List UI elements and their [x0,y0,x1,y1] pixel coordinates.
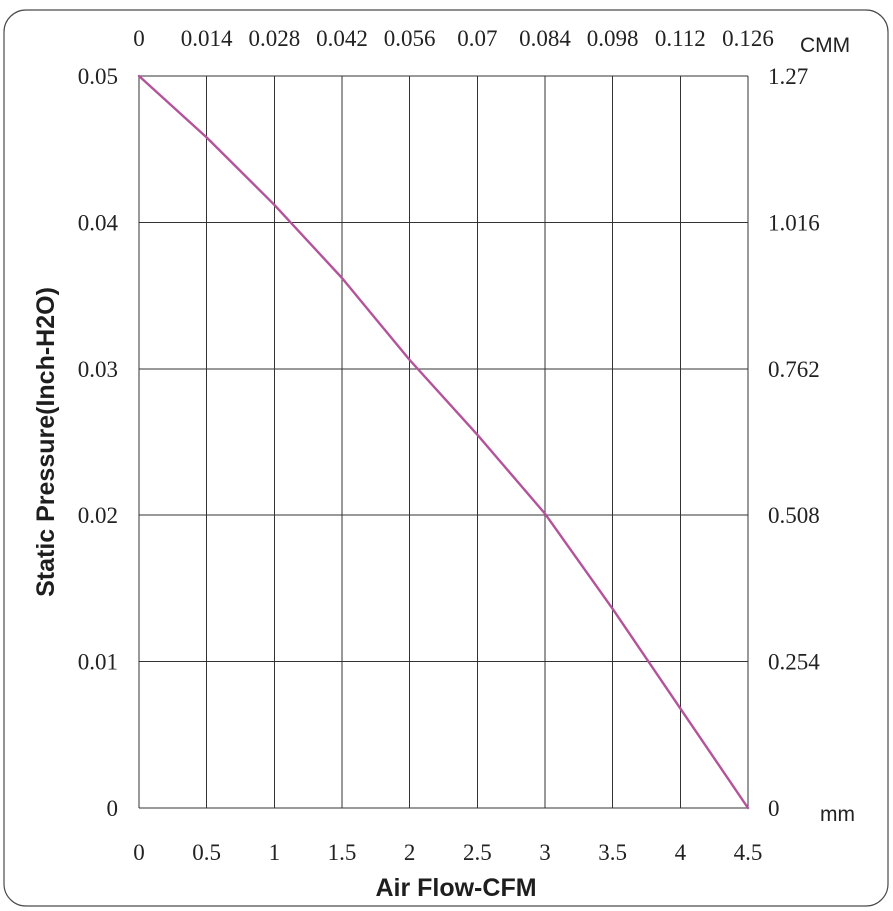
y-tick-label: 0.03 [78,357,118,382]
y-tick-label: 0.04 [78,210,119,235]
tick-labels: 0 0.5 1 1.5 2 2.5 3 3.5 4 4.50 0.014 0.028 0.042 0.05… [78,26,821,865]
x-tick-label: 4.5 [734,840,763,865]
pressure-curve-line [137,74,750,810]
data-point [273,204,275,206]
data-point [408,359,410,361]
right-tick-label: 0 [768,796,780,821]
grid [138,75,749,809]
x-tick-label: 1 [269,840,281,865]
chart-frame [3,9,889,907]
y-tick-label: 0.01 [78,650,118,675]
right-tick-label: 0.762 [768,357,820,382]
x-tick-label: 2 [404,840,416,865]
top-tick-label: 0.07 [457,26,497,51]
data-point [679,707,681,709]
x-tick-label: 0.5 [192,840,221,865]
top-tick-label: 0.112 [655,26,706,51]
x-tick-label: 2.5 [463,840,492,865]
data-point [476,433,478,435]
x-tick-label: 3 [539,840,551,865]
top-tick-label: 0.084 [519,26,571,51]
top-tick-label: 0.028 [248,26,300,51]
right-axis-unit-label: mm [820,803,855,826]
right-tick-label: 1.27 [768,64,808,89]
top-tick-label: 0.056 [384,26,436,51]
data-point [747,807,749,809]
top-tick-label: 0 [133,26,145,51]
x-tick-label: 3.5 [598,840,627,865]
y-tick-label: 0 [107,796,119,821]
top-tick-label: 0.014 [181,26,233,51]
x-tick-label: 4 [675,840,687,865]
y-axis-title: Static Pressure(Inch-H2O) [32,287,60,597]
right-tick-label: 1.016 [768,210,820,235]
data-point [544,513,546,515]
right-tick-label: 0.254 [768,650,820,675]
data-point [138,75,140,77]
top-tick-label: 0.098 [587,26,639,51]
top-tick-label: 0.126 [722,26,774,51]
right-tick-label: 0.508 [768,503,820,528]
data-points [138,75,749,809]
y-tick-label: 0.05 [78,64,118,89]
x-tick-label: 1.5 [328,840,357,865]
data-point [341,277,343,279]
y-tick-label: 0.02 [78,503,118,528]
x-axis-title: Air Flow-CFM [375,874,536,902]
data-point [205,136,207,138]
data-point [611,608,613,610]
top-tick-label: 0.042 [316,26,368,51]
x-tick-label: 0 [133,840,145,865]
top-axis-unit-label: CMM [800,34,850,57]
